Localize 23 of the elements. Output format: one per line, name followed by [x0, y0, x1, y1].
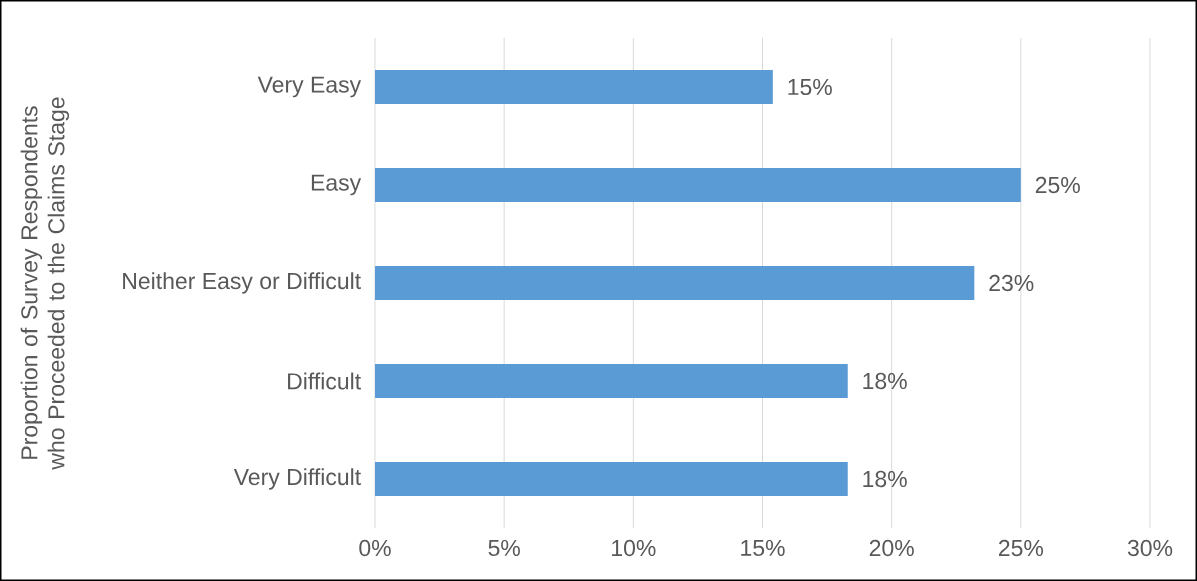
bar [375, 266, 975, 300]
x-tick-label: 20% [869, 539, 914, 557]
x-tick-label: 0% [359, 539, 391, 557]
data-label: 25% [1035, 176, 1080, 194]
y-tick-label: Easy [311, 174, 362, 196]
data-label: 18% [863, 372, 907, 390]
bar [375, 364, 848, 398]
y-tick-label: Neither Easy or Difficult [123, 272, 361, 294]
data-label: 18% [863, 470, 907, 488]
data-label: 23% [989, 274, 1034, 292]
x-tick-label: 5% [488, 539, 520, 557]
x-tick-label: 15% [741, 539, 785, 557]
x-tick-label: 30% [1127, 539, 1173, 557]
bar [375, 70, 773, 104]
y-tick-label: Very Easy [257, 76, 362, 98]
bar [375, 168, 1021, 202]
data-label: 15% [788, 78, 832, 96]
y-tick-label: Very Difficult [233, 468, 361, 490]
y-tick-label: Difficult [288, 372, 361, 390]
x-tick-label: 10% [612, 539, 656, 557]
bar [375, 462, 848, 497]
y-axis-title: Proportion of Survey Respondents who Proceeded to the Claims Stage [20, 97, 70, 470]
x-tick-label: 25% [998, 539, 1044, 557]
